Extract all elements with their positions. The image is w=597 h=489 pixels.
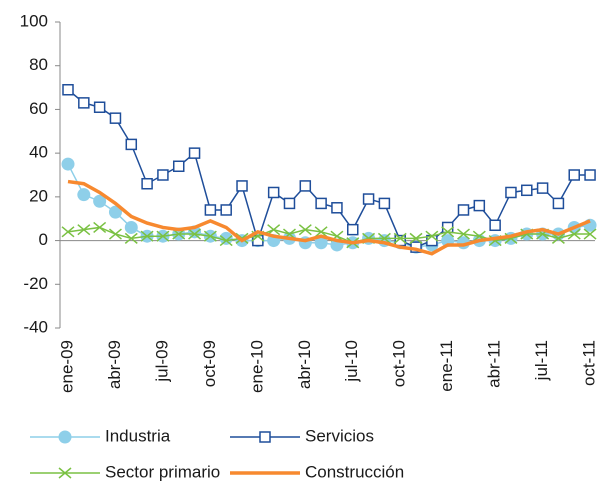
marker	[140, 230, 154, 242]
marker	[62, 84, 74, 96]
marker	[347, 223, 359, 236]
marker	[393, 232, 407, 244]
marker	[157, 169, 169, 181]
y-tick-label: -20	[23, 274, 48, 293]
x-tick-label: oct-11	[580, 340, 597, 386]
marker	[61, 226, 75, 238]
marker	[315, 197, 327, 210]
marker	[125, 138, 138, 151]
marker	[441, 226, 455, 238]
marker	[61, 157, 75, 171]
y-tick-label: 60	[29, 99, 48, 118]
marker	[267, 186, 280, 199]
marker	[108, 228, 122, 240]
y-tick-label: -40	[23, 317, 48, 336]
legend-label: Industria	[105, 426, 171, 445]
marker	[298, 224, 312, 236]
marker	[314, 226, 328, 238]
marker	[93, 221, 107, 234]
marker	[457, 204, 470, 216]
marker	[204, 204, 217, 216]
legend-item: Sector primario	[30, 462, 220, 481]
marker	[219, 231, 233, 245]
y-tick-label: 100	[20, 11, 48, 30]
y-tick-label: 0	[39, 230, 48, 249]
marker	[536, 182, 549, 194]
marker	[457, 228, 470, 240]
y-tick-label: 80	[29, 55, 48, 74]
marker	[314, 236, 328, 250]
x-tick-label: abr-11	[485, 340, 504, 388]
legend-item: Servicios	[230, 426, 374, 445]
marker	[489, 219, 501, 232]
marker	[378, 197, 391, 210]
series	[67, 179, 591, 256]
marker	[109, 112, 122, 124]
marker	[425, 230, 439, 242]
legend-label: Sector primario	[105, 462, 220, 481]
x-tick-label: jul-09	[152, 340, 171, 383]
x-tick-label: ene-11	[437, 340, 456, 392]
legend-item: Industria	[30, 426, 171, 445]
x-tick-label: oct-09	[200, 340, 219, 387]
marker	[124, 232, 138, 244]
y-tick-label: 40	[29, 143, 48, 162]
marker	[521, 184, 533, 197]
marker	[584, 169, 596, 181]
marker	[156, 230, 170, 242]
marker	[551, 232, 565, 244]
series	[62, 84, 596, 253]
marker	[473, 199, 486, 212]
marker	[172, 160, 185, 173]
marker	[203, 230, 217, 242]
marker	[236, 180, 248, 192]
series-line	[67, 226, 591, 244]
marker	[409, 232, 423, 244]
marker	[141, 177, 153, 190]
marker	[58, 467, 72, 479]
x-tick-label: oct-10	[390, 340, 409, 387]
marker	[219, 234, 233, 247]
series-line	[67, 89, 591, 248]
marker	[267, 224, 281, 236]
marker	[283, 197, 296, 210]
marker	[362, 193, 375, 205]
marker	[259, 431, 271, 443]
legend-label: Servicios	[305, 426, 374, 445]
x-tick-label: ene-10	[247, 340, 266, 393]
y-tick-label: 20	[29, 186, 48, 205]
marker	[78, 97, 90, 109]
legend-label: Construcción	[305, 462, 404, 481]
x-tick-label: jul-10	[342, 340, 361, 383]
legend-item: Construcción	[230, 462, 404, 481]
marker	[93, 194, 107, 208]
marker	[124, 220, 138, 234]
marker	[58, 430, 72, 444]
marker	[299, 180, 312, 192]
marker	[505, 186, 517, 199]
marker	[552, 197, 565, 210]
marker	[568, 169, 580, 181]
marker	[583, 228, 597, 240]
marker	[108, 205, 122, 219]
x-tick-label: abr-10	[295, 340, 314, 389]
marker	[77, 188, 91, 202]
marker	[188, 147, 201, 159]
marker	[220, 204, 232, 216]
x-tick-label: ene-09	[57, 340, 76, 393]
marker	[93, 101, 106, 113]
series-line	[67, 179, 591, 256]
x-tick-label: abr-09	[105, 340, 124, 389]
marker	[331, 202, 343, 214]
x-tick-label: jul-11	[532, 340, 551, 381]
marker	[77, 224, 91, 236]
marker	[188, 228, 202, 240]
